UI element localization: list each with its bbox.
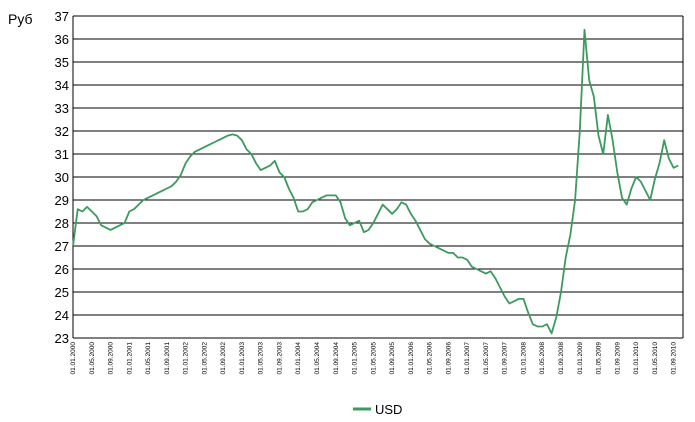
y-tick-labels: 23 24 25 26 27 28 29 30 31 32 33 34 35 36 37	[55, 9, 69, 346]
x-tick-label: 01.01.2006	[408, 342, 415, 375]
y-tick-label: 25	[55, 285, 69, 300]
x-tick-label: 01.05.2002	[201, 342, 208, 375]
x-tick-label: 01.05.2000	[89, 342, 96, 375]
x-tick-label: 01.05.2001	[145, 342, 152, 375]
x-tick-label: 01.05.2003	[258, 342, 265, 375]
y-tick-label: 31	[55, 147, 69, 162]
y-tick-label: 36	[55, 32, 69, 47]
legend-label-usd: USD	[375, 402, 402, 417]
y-tick-label: 30	[55, 170, 69, 185]
x-tick-labels: 01.01.2000 01.05.2000 01.09.2000 01.01.2001…	[70, 342, 678, 375]
x-tick-label: 01.09.2008	[558, 342, 565, 375]
y-tick-label: 28	[55, 216, 69, 231]
y-tick-label: 37	[55, 9, 69, 24]
x-tick-label: 01.01.2002	[183, 342, 190, 375]
x-tick-label: 01.01.2003	[239, 342, 246, 375]
series-lines	[72, 28, 679, 335]
y-tick-label: 24	[55, 308, 69, 323]
x-tick-label: 01.09.2004	[333, 342, 340, 375]
y-tick-label: 35	[55, 55, 69, 70]
y-tick-label: 23	[55, 331, 69, 346]
x-tick-label: 01.09.2003	[276, 342, 283, 375]
x-tick-label: 01.09.2002	[220, 342, 227, 375]
x-tick-label: 01.09.2006	[445, 342, 452, 375]
x-tick-label: 01.01.2009	[577, 342, 584, 375]
y-axis-unit-label: Руб	[8, 11, 33, 27]
x-tick-label: 01.01.2001	[126, 342, 133, 375]
x-tick-label: 01.09.2010	[671, 342, 678, 375]
x-tick-label: 01.01.2000	[70, 342, 77, 375]
x-tick-label: 01.09.2009	[614, 342, 621, 375]
y-tick-label: 33	[55, 101, 69, 116]
x-tick-label: 01.05.2010	[652, 342, 659, 375]
y-tick-label: 27	[55, 239, 69, 254]
y-tick-label: 26	[55, 262, 69, 277]
x-tick-label: 01.05.2008	[539, 342, 546, 375]
x-tick-label: 01.05.2006	[427, 342, 434, 375]
y-tick-label: 32	[55, 124, 69, 139]
legend: USD	[353, 402, 402, 417]
x-tick-label: 01.09.2007	[502, 342, 509, 375]
y-tick-label: 29	[55, 193, 69, 208]
x-tick-label: 01.01.2008	[520, 342, 527, 375]
x-tick-label: 01.09.2001	[164, 342, 171, 375]
x-tick-label: 01.05.2005	[370, 342, 377, 375]
x-tick-label: 01.01.2007	[464, 342, 471, 375]
x-tick-label: 01.01.2005	[352, 342, 359, 375]
series-line-usd	[72, 28, 679, 335]
x-tick-label: 01.05.2009	[596, 342, 603, 375]
x-tick-label: 01.05.2004	[314, 342, 321, 375]
x-tick-label: 01.09.2005	[389, 342, 396, 375]
x-tick-label: 01.09.2000	[108, 342, 115, 375]
x-tick-label: 01.05.2007	[483, 342, 490, 375]
gridlines	[72, 15, 684, 339]
y-tick-label: 34	[55, 78, 69, 93]
x-tick-label: 01.01.2010	[633, 342, 640, 375]
x-tick-label: 01.01.2004	[295, 342, 302, 375]
